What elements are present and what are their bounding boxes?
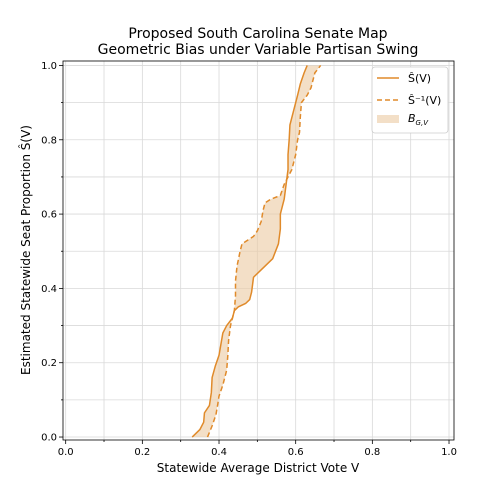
y-tick-label: 0.2 — [41, 358, 57, 369]
chart-title-line-2: Geometric Bias under Variable Partisan S… — [98, 42, 419, 58]
x-tick-label: 0.2 — [134, 447, 150, 458]
legend-label-fill-subscript: G,V — [416, 119, 430, 127]
y-tick-label: 0.8 — [41, 135, 57, 146]
x-axis-ticks: 0.0 0.2 0.4 0.6 0.8 1.0 — [58, 440, 457, 458]
x-tick-label: 0.0 — [58, 447, 74, 458]
x-tick-label: 0.6 — [288, 447, 304, 458]
y-axis-ticks: 0.0 0.2 0.4 0.6 0.8 1.0 — [41, 61, 63, 444]
x-axis-label: Statewide Average District Vote V — [157, 461, 360, 475]
x-tick-label: 1.0 — [441, 447, 457, 458]
legend-label-series-1: Ŝ(V) — [408, 72, 431, 85]
y-axis-label: Estimated Statewide Seat Proportion Ŝ(V) — [18, 125, 33, 375]
legend-swatch-fill — [377, 115, 399, 123]
chart-title-line-1: Proposed South Carolina Senate Map — [128, 26, 387, 42]
chart-title: Proposed South Carolina Senate Map Geome… — [98, 26, 419, 58]
x-tick-label: 0.4 — [211, 447, 227, 458]
series-lines — [191, 64, 322, 438]
grid — [63, 61, 454, 440]
y-tick-label: 1.0 — [41, 61, 57, 72]
legend: Ŝ(V) Ŝ⁻¹(V) BG,V — [371, 66, 449, 134]
series-line-s-hat — [191, 65, 308, 438]
plot-frame — [62, 60, 455, 441]
y-tick-label: 0.4 — [41, 284, 57, 295]
x-tick-label: 0.8 — [364, 447, 380, 458]
y-tick-label: 0.0 — [41, 433, 57, 444]
series-line-s-hat-inverse — [206, 64, 322, 438]
legend-label-series-2: Ŝ⁻¹(V) — [408, 94, 441, 107]
y-tick-label: 0.6 — [41, 210, 57, 221]
